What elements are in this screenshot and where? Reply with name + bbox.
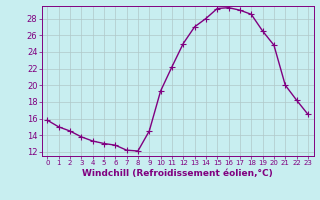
X-axis label: Windchill (Refroidissement éolien,°C): Windchill (Refroidissement éolien,°C) xyxy=(82,169,273,178)
